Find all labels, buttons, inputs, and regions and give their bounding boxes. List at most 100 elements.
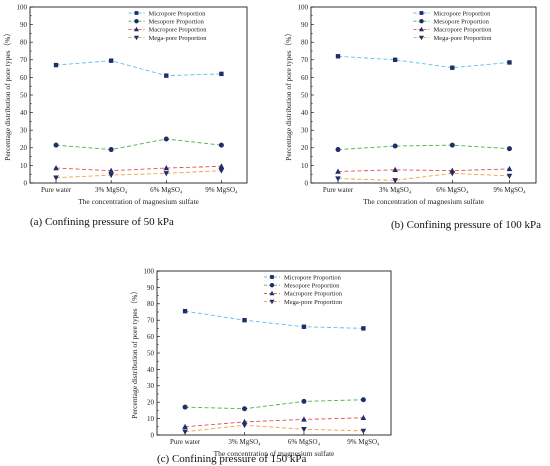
data-point [108,172,114,179]
data-point [450,65,455,70]
legend-label: Mega-pore Proportion [284,299,343,306]
y-tick-label: 80 [20,39,28,47]
legend-label: Mesopore Proportion [284,283,340,290]
figure-caption: (c) Confining pressure of 150 kPa [157,453,307,465]
series-line [337,144,510,151]
x-tick-label: Pure water [323,186,354,194]
series-2 [335,142,512,153]
series-line [56,170,222,179]
plot-frame [29,6,248,184]
figure-caption: (a) Confining pressure of 50 kPa [30,216,174,228]
series-line [185,310,364,329]
data-point [392,57,398,62]
data-point [182,429,188,435]
y-tick-label: 80 [301,39,309,47]
data-point [506,165,513,172]
x-tick-label: 3% MgSO₄ [379,186,412,194]
legend-marker [269,290,275,296]
y-tick-label: 90 [147,284,155,292]
series-4 [335,171,513,184]
x-tick-label: 3% MgSO₄ [228,438,261,446]
y-tick-label: 100 [17,3,28,11]
y-tick-label: 90 [20,21,28,29]
figure-caption: (b) Confining pressure of 100 kPa [391,219,541,231]
y-tick-label: 60 [301,74,309,82]
y-axis-label: Percentage distribution of pore types（%） [130,287,139,419]
legend-label: Micropore Proportion [149,10,207,17]
y-tick-label: 30 [147,382,155,390]
y-tick-label: 10 [301,162,309,170]
data-point [218,168,225,174]
data-point [218,163,225,169]
data-point [164,73,169,78]
chart-panel-3: 0 10 20 30 40 50 60 70 80 90 100 Pure water 3% MgSO₄… [130,267,392,465]
x-axis-label: The concentration of magnesium sulfate [78,197,199,206]
y-tick-label: 70 [301,56,309,64]
data-point [360,428,367,434]
legend-marker [134,11,139,15]
x-tick-label: 9% MgSO₄ [493,186,526,194]
data-point [242,406,248,412]
y-tick-label: 70 [147,317,155,325]
series-4 [182,422,367,435]
series-line [185,424,364,433]
legend-label: Micropore Proportion [284,274,342,281]
legend-label: Macropore Proportion [284,291,343,298]
y-tick-label: 20 [147,399,155,407]
data-point [301,398,307,404]
data-point [182,423,188,429]
data-point [360,414,367,420]
legend-item: Micropore Proportion [413,10,492,17]
series-line [56,60,222,77]
legend-marker [134,19,139,24]
data-point [335,168,341,174]
y-tick-label: 90 [301,21,309,29]
series-line [337,172,510,181]
legend-marker [419,26,424,32]
data-point [335,176,341,182]
legend-marker [269,299,275,305]
series-line [56,165,222,172]
data-point [242,318,247,323]
data-point [182,308,188,314]
y-tick-label: 30 [301,127,309,135]
x-axis-label: The concentration of magnesium sulfate [214,449,335,458]
series-line [337,168,510,173]
legend-label: Macropore Proportion [149,27,208,34]
data-point [392,178,398,184]
legend-marker [269,283,275,288]
chart-panel-1: 0 10 20 30 40 50 60 70 80 90 100 Pure water 3% MgSO₄… [3,3,248,228]
y-tick-label: 100 [144,267,155,275]
data-point [163,136,169,142]
data-point [108,147,114,153]
data-point [163,171,170,177]
legend-marker [270,275,274,279]
data-point [53,175,59,181]
y-tick-label: 0 [305,179,309,187]
x-tick-label: 6% MgSO₄ [288,438,321,446]
y-tick-label: 40 [301,109,309,117]
series-3 [182,414,367,429]
data-point [392,166,398,172]
y-tick-label: 30 [20,127,28,135]
legend-label: Mesopore Proportion [434,19,490,26]
x-tick-label: Pure water [170,438,201,446]
legend-item: Mesopore Proportion [413,19,490,26]
series-line [337,55,510,69]
plot-frame [310,6,537,184]
y-tick-label: 40 [147,366,155,374]
legend-label: Mega-pore Proportion [434,35,493,42]
plot-frame [156,270,392,436]
y-axis-label: Percentage distribution of pore types（%） [3,29,12,161]
data-point [108,58,114,63]
data-point [449,142,455,148]
legend-marker [419,35,424,41]
series-2 [182,397,366,412]
y-tick-label: 60 [20,74,28,82]
legend-label: Micropore Proportion [434,10,492,17]
data-point [361,326,366,331]
x-tick-label: 9% MgSO₄ [205,186,238,194]
x-tick-label: 6% MgSO₄ [436,186,469,194]
data-point [241,422,248,429]
